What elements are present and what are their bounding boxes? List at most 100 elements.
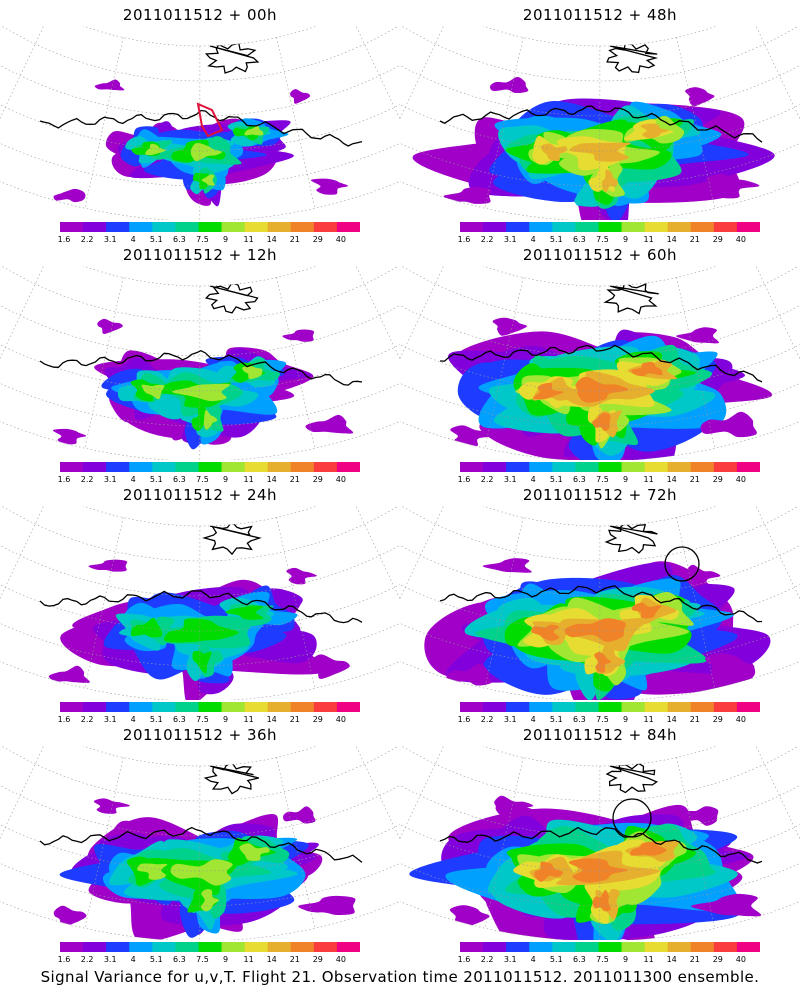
colorbar-tick-label: 4 [130, 955, 136, 964]
colorbar-swatch [713, 702, 738, 712]
forecast-panel: 2011011512 + 00h 1.6 2.2 3.1 4 5.1 6.3 7.5 9 11 14… [0, 0, 400, 244]
colorbar-tick-label: 29 [712, 475, 723, 484]
coastline [439, 344, 763, 383]
variance-contour [446, 663, 492, 686]
colorbar-swatch [313, 462, 338, 472]
colorbar-swatch [267, 462, 292, 472]
variance-contour [594, 651, 612, 673]
colorbar-tick-label: 6.3 [573, 955, 586, 964]
graticule-meridian [484, 517, 524, 689]
colorbar-labels: 1.6 2.2 3.1 4 5.1 6.3 7.5 9 11 14 21 29 40 [452, 715, 772, 727]
colorbar-labels: 1.6 2.2 3.1 4 5.1 6.3 7.5 9 11 14 21 29 40 [452, 955, 772, 967]
coastline [439, 826, 763, 864]
panel-title: 2011011512 + 72h [522, 486, 678, 504]
panel-title: 2011011512 + 60h [522, 246, 678, 264]
colorbar-tick-label: 40 [335, 235, 346, 244]
variance-contour [490, 76, 529, 94]
colorbar-swatch [175, 462, 199, 472]
map-domain-border [400, 266, 800, 460]
colorbar-swatch [83, 462, 107, 472]
colorbar-tick-label: 3.1 [503, 235, 517, 244]
map-domain-border [0, 266, 400, 460]
colorbar-tick-label: 4 [130, 715, 136, 724]
variance-map [0, 506, 400, 700]
colorbar-swatch [667, 222, 692, 232]
variance-contour [137, 863, 168, 880]
colorbar-tick-label: 1.6 [457, 955, 471, 964]
colorbar-swatch [129, 222, 153, 232]
colorbar-swatch [221, 942, 246, 952]
colorbar-tick-label: 9 [622, 955, 629, 964]
highlight-circle [664, 546, 700, 582]
forecast-panel: 2011011512 + 36h 1.6 2.2 3.1 4 5.1 6.3 7.5 9 11 14… [0, 720, 400, 964]
variance-contour [145, 143, 166, 155]
colorbar-tick-label: 14 [266, 475, 277, 484]
variance-contour [450, 425, 495, 447]
graticule-meridian [484, 757, 524, 929]
colorbar-tick-label: 29 [312, 475, 323, 484]
graticule-meridian [349, 506, 400, 651]
colorbar-tick-label: 3.1 [503, 955, 517, 964]
variance-contour [286, 567, 317, 585]
variance-map [400, 26, 800, 220]
colorbar-tick-label: 7.5 [596, 235, 609, 244]
colorbar-tick-label: 5.1 [549, 235, 563, 244]
colorbar-swatch [598, 942, 623, 952]
colorbar-tick-label: 9 [622, 475, 629, 484]
colorbar-labels: 1.6 2.2 3.1 4 5.1 6.3 7.5 9 11 14 21 29 40 [52, 715, 372, 727]
colorbar-tick-label: 21 [689, 955, 700, 964]
colorbar-swatch [575, 222, 599, 232]
graticule-parallel [400, 266, 800, 322]
colorbar-swatch [736, 942, 760, 952]
variance-contour [203, 409, 218, 430]
colorbar-swatch [83, 702, 107, 712]
forecast-panel: 2011011512 + 60h 1.6 2.2 3.1 4 5.1 6.3 7.5 9 11 14… [400, 240, 800, 484]
colorbar-tick-label: 6.3 [173, 475, 186, 484]
coastline [39, 590, 363, 624]
variance-contour [533, 382, 564, 400]
colorbar-tick-label: 40 [735, 235, 746, 244]
colorbar-tick-label: 5.1 [149, 475, 163, 484]
forecast-panel: 2011011512 + 24h 1.6 2.2 3.1 4 5.1 6.3 7.5 9 11 14… [0, 480, 400, 724]
colorbar-swatch [83, 222, 107, 232]
colorbar-tick-label: 21 [689, 715, 700, 724]
colorbar-swatch [575, 462, 599, 472]
figure-caption: Signal Variance for u,v,T. Flight 21. Ob… [40, 968, 760, 986]
map-domain-border [0, 506, 400, 700]
variance-contour [53, 905, 87, 928]
colorbar-tick-label: 1.6 [457, 235, 471, 244]
colorbar-tick-label: 7.5 [196, 715, 209, 724]
colorbar-tick-label: 14 [666, 235, 677, 244]
colorbar-tick-label: 5.1 [549, 955, 563, 964]
colorbar-tick-label: 1.6 [57, 715, 71, 724]
colorbar-tick-label: 11 [643, 475, 654, 484]
variance-contour [298, 895, 356, 916]
colorbar-swatch [83, 942, 107, 952]
greenland-coastline [605, 762, 659, 794]
colorbar-swatch [460, 702, 484, 712]
colorbar-tick-label: 2.2 [480, 955, 494, 964]
colorbar-tick-label: 4 [530, 715, 536, 724]
colorbar-tick-label: 21 [689, 235, 700, 244]
colorbar-swatch [198, 702, 223, 712]
colorbar-swatch [290, 222, 315, 232]
graticule-parallel [0, 506, 400, 562]
variance-contour [88, 559, 128, 572]
panel-title: 2011011512 + 00h [122, 6, 278, 24]
variance-contour [679, 806, 719, 826]
variance-contour [94, 79, 125, 91]
graticule-parallel [0, 561, 400, 667]
greenland-coastline [204, 42, 260, 74]
graticule-meridian [84, 277, 124, 449]
graticule-meridian [276, 277, 316, 449]
variance-contour [290, 89, 311, 104]
greenland-coastline [202, 520, 262, 556]
variance-contour [482, 558, 532, 573]
colorbar-swatch [60, 462, 84, 472]
colorbar-tick-label: 1.6 [457, 715, 471, 724]
variance-contour [171, 383, 231, 402]
variance-contour [630, 841, 667, 856]
coastline [439, 585, 763, 623]
colorbar-tick-label: 5.1 [549, 475, 563, 484]
variance-contour [631, 361, 663, 377]
